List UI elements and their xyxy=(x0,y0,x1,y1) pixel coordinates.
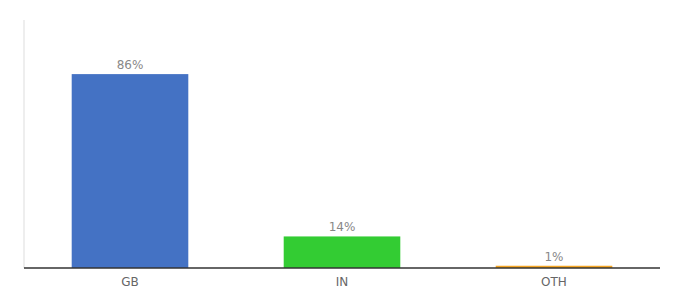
x-tick-label: OTH xyxy=(541,275,567,289)
x-tick-label: GB xyxy=(121,275,139,289)
bar xyxy=(284,236,401,268)
x-tick-label: IN xyxy=(336,275,349,289)
data-labels: 86% 14% 1% xyxy=(117,58,564,264)
chart-container: 86% 14% 1% GB IN OTH xyxy=(0,0,680,300)
chart-svg: 86% 14% 1% GB IN OTH xyxy=(0,0,680,300)
data-label: 14% xyxy=(329,220,356,234)
x-tick-labels: GB IN OTH xyxy=(121,275,567,289)
bars xyxy=(72,74,613,268)
x-axis-line xyxy=(24,267,660,269)
y-axis-line xyxy=(24,20,25,268)
data-label: 86% xyxy=(117,58,144,72)
data-label: 1% xyxy=(544,250,563,264)
bar xyxy=(72,74,189,268)
